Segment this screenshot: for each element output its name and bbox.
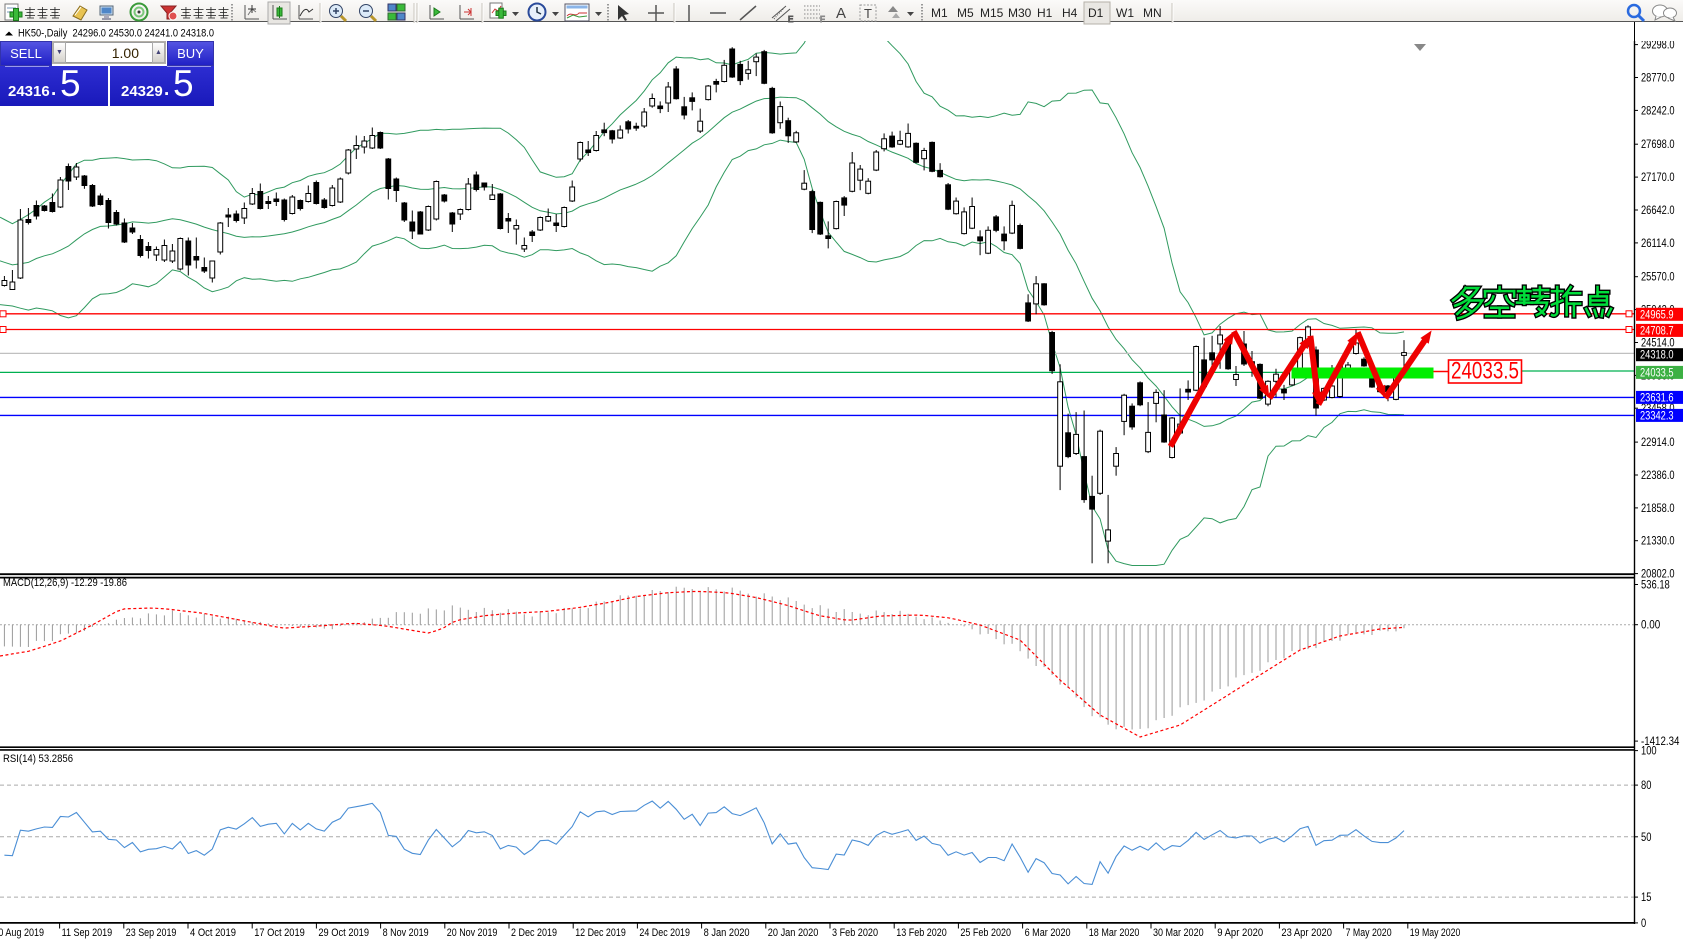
svg-text:0.00: 0.00 xyxy=(1641,620,1660,632)
svg-text:25570.0: 25570.0 xyxy=(1641,272,1675,284)
svg-text:23 Sep 2019: 23 Sep 2019 xyxy=(126,927,177,939)
svg-text:M15: M15 xyxy=(980,6,1004,20)
svg-text:2 Dec 2019: 2 Dec 2019 xyxy=(511,927,557,939)
svg-text:H1: H1 xyxy=(1037,6,1053,20)
svg-text:19 May 2020: 19 May 2020 xyxy=(1410,927,1461,939)
svg-text:23 Apr 2020: 23 Apr 2020 xyxy=(1281,927,1332,939)
svg-text:3 Feb 2020: 3 Feb 2020 xyxy=(832,927,878,939)
svg-text:25 Feb 2020: 25 Feb 2020 xyxy=(960,927,1011,939)
svg-text:11 Sep 2019: 11 Sep 2019 xyxy=(62,927,113,939)
svg-text:24318.0: 24318.0 xyxy=(1640,350,1674,362)
svg-text:7 May 2020: 7 May 2020 xyxy=(1346,927,1392,939)
svg-text:M1: M1 xyxy=(931,6,948,20)
svg-text:30 Aug 2019: 30 Aug 2019 xyxy=(0,927,44,939)
svg-text:H4: H4 xyxy=(1062,6,1078,20)
svg-text:30 Mar 2020: 30 Mar 2020 xyxy=(1153,927,1204,939)
svg-text:HK50-,Daily 24296.0 24530.0 2: HK50-,Daily 24296.0 24530.0 24241.0 2431… xyxy=(18,28,214,40)
svg-text:24033.5: 24033.5 xyxy=(1451,358,1519,385)
svg-text:27170.0: 27170.0 xyxy=(1641,172,1675,184)
svg-text:50: 50 xyxy=(1641,832,1651,844)
svg-text:24708.7: 24708.7 xyxy=(1640,325,1674,337)
svg-text:18 Mar 2020: 18 Mar 2020 xyxy=(1089,927,1140,939)
svg-text:20 Jan 2020: 20 Jan 2020 xyxy=(768,927,819,939)
svg-text:23631.6: 23631.6 xyxy=(1640,392,1674,404)
svg-text:17 Oct 2019: 17 Oct 2019 xyxy=(254,927,305,939)
svg-text:24033.5: 24033.5 xyxy=(1640,367,1674,379)
svg-text:M5: M5 xyxy=(957,6,974,20)
svg-text:28242.0: 28242.0 xyxy=(1641,105,1675,117)
svg-text:80: 80 xyxy=(1641,780,1651,792)
svg-text:E: E xyxy=(788,15,793,24)
svg-text:M30: M30 xyxy=(1008,6,1032,20)
svg-text:26114.0: 26114.0 xyxy=(1641,238,1675,250)
svg-text:22386.0: 22386.0 xyxy=(1641,470,1675,482)
svg-text:23342.3: 23342.3 xyxy=(1640,410,1674,422)
svg-text:24 Dec 2019: 24 Dec 2019 xyxy=(639,927,690,939)
svg-text:21858.0: 21858.0 xyxy=(1641,503,1675,515)
svg-text:20 Nov 2019: 20 Nov 2019 xyxy=(447,927,498,939)
svg-text:29298.0: 29298.0 xyxy=(1641,41,1675,52)
svg-text:20802.0: 20802.0 xyxy=(1641,569,1675,581)
svg-text:13 Feb 2020: 13 Feb 2020 xyxy=(896,927,947,939)
svg-text:-1412.34: -1412.34 xyxy=(1641,736,1680,748)
svg-text:RSI(14) 53.2856: RSI(14) 53.2856 xyxy=(3,753,73,765)
svg-text:24514.0: 24514.0 xyxy=(1641,338,1675,350)
svg-text:12 Dec 2019: 12 Dec 2019 xyxy=(575,927,626,939)
svg-text:4 Oct 2019: 4 Oct 2019 xyxy=(190,927,236,939)
svg-text:22914.0: 22914.0 xyxy=(1641,437,1675,449)
svg-text:100: 100 xyxy=(1641,746,1657,758)
svg-text:F: F xyxy=(820,15,825,24)
svg-text:6 Mar 2020: 6 Mar 2020 xyxy=(1025,927,1071,939)
svg-text:21330.0: 21330.0 xyxy=(1641,536,1675,548)
svg-text:8 Nov 2019: 8 Nov 2019 xyxy=(383,927,429,939)
svg-text:0: 0 xyxy=(1641,918,1646,930)
svg-text:27698.0: 27698.0 xyxy=(1641,139,1675,151)
svg-text:W1: W1 xyxy=(1116,6,1134,20)
svg-text:MN: MN xyxy=(1143,6,1162,20)
svg-text:26642.0: 26642.0 xyxy=(1641,205,1675,217)
svg-text:29 Oct 2019: 29 Oct 2019 xyxy=(318,927,369,939)
svg-text:MACD(12,26,9) -12.29 -19.86: MACD(12,26,9) -12.29 -19.86 xyxy=(3,577,127,589)
svg-text:D1: D1 xyxy=(1088,6,1104,20)
svg-text:8 Jan 2020: 8 Jan 2020 xyxy=(704,927,750,939)
svg-text:15: 15 xyxy=(1641,892,1651,904)
svg-text:24965.9: 24965.9 xyxy=(1640,309,1674,321)
svg-text:T: T xyxy=(864,6,872,21)
svg-text:A: A xyxy=(836,5,846,22)
svg-text:9 Apr 2020: 9 Apr 2020 xyxy=(1217,927,1263,939)
svg-text:536.18: 536.18 xyxy=(1641,580,1670,592)
svg-text:28770.0: 28770.0 xyxy=(1641,73,1675,85)
